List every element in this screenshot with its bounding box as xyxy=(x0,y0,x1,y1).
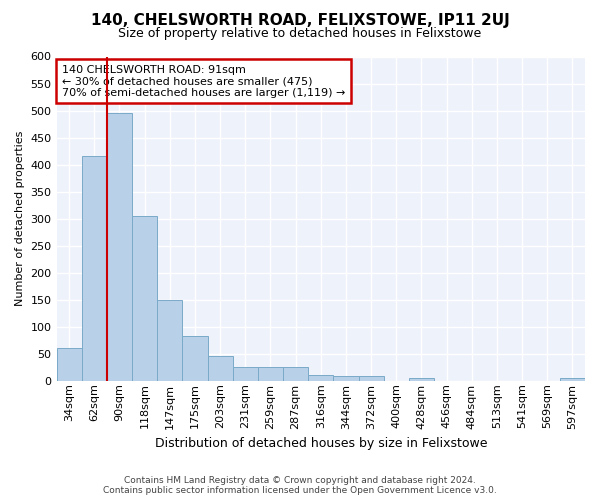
Bar xyxy=(132,216,157,381)
Bar xyxy=(157,300,182,381)
Y-axis label: Number of detached properties: Number of detached properties xyxy=(15,131,25,306)
Bar xyxy=(56,348,82,381)
Bar xyxy=(359,376,383,381)
Bar xyxy=(258,368,283,381)
Bar xyxy=(107,113,132,381)
Bar xyxy=(182,336,208,381)
Text: Size of property relative to detached houses in Felixstowe: Size of property relative to detached ho… xyxy=(118,28,482,40)
Bar xyxy=(233,368,258,381)
Text: Contains HM Land Registry data © Crown copyright and database right 2024.
Contai: Contains HM Land Registry data © Crown c… xyxy=(103,476,497,495)
Bar xyxy=(308,376,334,381)
Bar xyxy=(334,376,359,381)
Text: 140 CHELSWORTH ROAD: 91sqm
← 30% of detached houses are smaller (475)
70% of sem: 140 CHELSWORTH ROAD: 91sqm ← 30% of deta… xyxy=(62,64,345,98)
Bar xyxy=(560,378,585,381)
Bar xyxy=(208,356,233,381)
Bar xyxy=(82,156,107,381)
Bar xyxy=(283,368,308,381)
X-axis label: Distribution of detached houses by size in Felixstowe: Distribution of detached houses by size … xyxy=(155,437,487,450)
Bar xyxy=(409,378,434,381)
Text: 140, CHELSWORTH ROAD, FELIXSTOWE, IP11 2UJ: 140, CHELSWORTH ROAD, FELIXSTOWE, IP11 2… xyxy=(91,12,509,28)
